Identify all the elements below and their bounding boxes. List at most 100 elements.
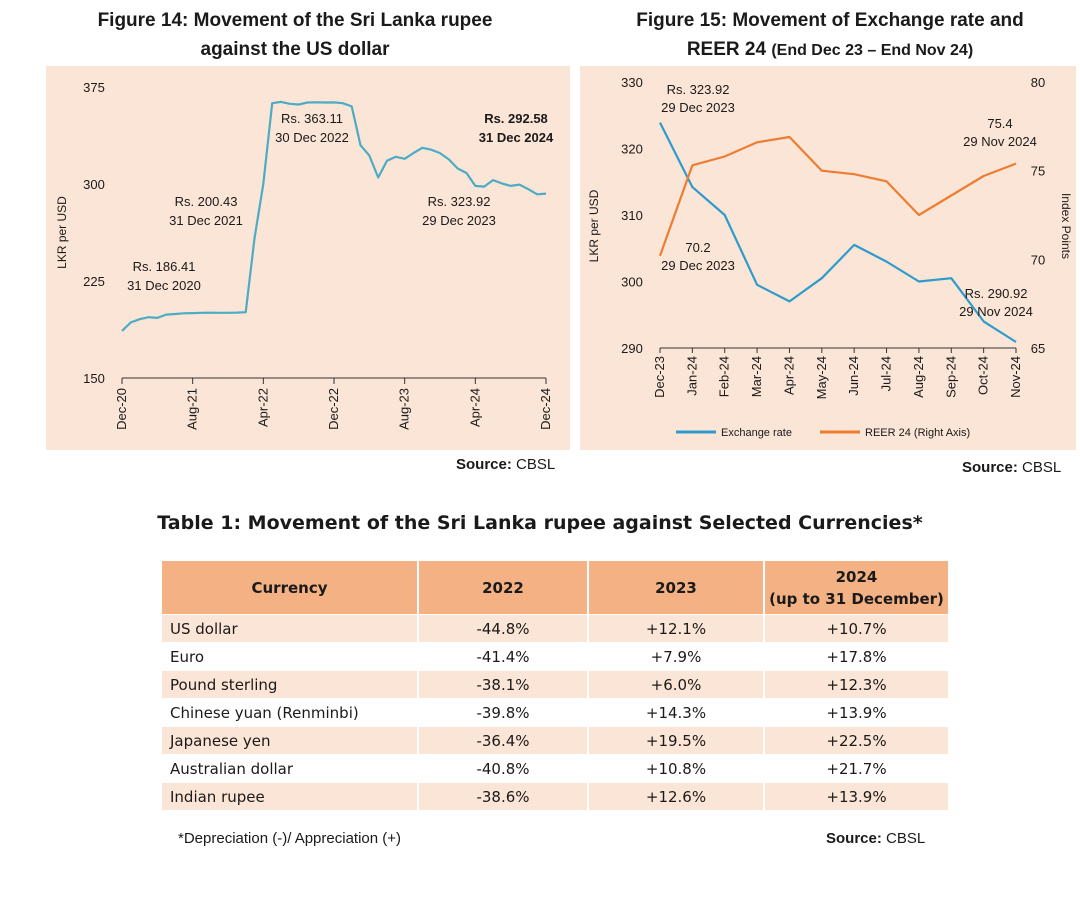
currency-table: Currency 2022 2023 2024 (up to 31 Decemb… (162, 561, 948, 810)
figure14-chart: 150 225 300 375 LKR per USD Dec-20 Aug-21 Apr-2… (46, 66, 570, 450)
annotation-value: 70.2 (685, 240, 710, 255)
figure15-title-line2: REER 24 (686, 39, 767, 60)
x-tick-label: Apr-22 (255, 388, 270, 427)
annotation-value: 75.4 (987, 116, 1012, 131)
annotation-value: Rs. 292.58 (484, 111, 548, 126)
annotation-date: 29 Dec 2023 (661, 100, 735, 115)
row-2024: +13.9% (764, 698, 948, 727)
x-tick-label: Jun-24 (846, 356, 861, 396)
y2-axis-label: Index Points (1059, 193, 1073, 259)
header-2024: 2024 (up to 31 December) (764, 561, 948, 615)
x-tick-label: Nov-24 (1008, 356, 1023, 398)
figure15-title-line1: Figure 15: Movement of Exchange rate and (636, 10, 1024, 31)
x-tick-label: Mar-24 (749, 356, 764, 397)
annotation-value: Rs. 290.92 (965, 286, 1028, 301)
row-2023: +12.6% (588, 782, 765, 810)
row-2022: -38.1% (418, 670, 589, 699)
row-2024: +10.7% (764, 614, 948, 643)
y-tick-label: 310 (621, 208, 643, 223)
y-axis-label: LKR per USD (587, 189, 601, 262)
figure15-plot: 290 300 310 320 330 65 70 75 80 LKR per USD Index … (587, 75, 1073, 439)
table1-source-label: Source: (826, 830, 882, 847)
row-currency: Indian rupee (162, 782, 419, 810)
row-2023: +19.5% (588, 726, 765, 755)
x-tick-label: Apr-24 (467, 388, 482, 427)
annotation-date: 31 Dec 2024 (479, 130, 554, 145)
row-2023: +6.0% (588, 670, 765, 699)
annotation-value: Rs. 200.43 (175, 194, 238, 209)
row-2022: -41.4% (418, 642, 589, 671)
y-tick-label: 320 (621, 142, 643, 157)
x-tick-label: Aug-21 (185, 388, 200, 430)
reer-line (658, 135, 1017, 257)
x-tick-label: Sep-24 (943, 356, 958, 398)
row-2023: +14.3% (588, 698, 765, 727)
x-tick-label: Dec-22 (326, 388, 341, 430)
table1-source: Source: CBSL (826, 830, 925, 847)
x-tick-label: Apr-24 (781, 356, 796, 395)
header-currency: Currency (162, 561, 419, 615)
row-2022: -38.6% (418, 782, 589, 810)
table-row: Euro -41.4% +7.9% +17.8% (162, 642, 948, 671)
figure14-plot: 150 225 300 375 LKR per USD Dec-20 Aug-21 Apr-2… (55, 80, 554, 430)
annotation-date: 29 Nov 2024 (959, 304, 1033, 319)
x-tick-label: Aug-24 (911, 356, 926, 398)
x-tick-label: May-24 (814, 356, 829, 399)
legend-label-reer: REER 24 (Right Axis) (865, 427, 970, 439)
header-2022: 2022 (418, 561, 589, 615)
y2-tick-label: 70 (1031, 252, 1045, 267)
figure15-source-label: Source: (962, 459, 1018, 476)
row-2024: +12.3% (764, 670, 948, 699)
y2-tick-label: 80 (1031, 75, 1045, 90)
y-axis-label: LKR per USD (55, 196, 69, 269)
row-2023: +12.1% (588, 614, 765, 643)
y-tick-label: 300 (83, 177, 105, 192)
exchange-rate-line (659, 122, 1017, 343)
table1-footnote: *Depreciation (-)/ Appreciation (+) (178, 830, 402, 847)
figure14-title-line1: Figure 14: Movement of the Sri Lanka rup… (97, 10, 493, 31)
row-2022: -39.8% (418, 698, 589, 727)
row-2024: +17.8% (764, 642, 948, 671)
figure15-chart: 290 300 310 320 330 65 70 75 80 LKR per USD Index … (580, 66, 1076, 450)
annotation-date: 31 Dec 2021 (169, 213, 243, 228)
table-row: Chinese yuan (Renminbi) -39.8% +14.3% +1… (162, 698, 948, 727)
row-currency: Japanese yen (162, 726, 419, 755)
row-currency: Euro (162, 642, 419, 671)
usd-lkr-line (121, 100, 547, 332)
row-currency: Pound sterling (162, 670, 419, 699)
y-tick-label: 225 (83, 274, 105, 289)
annotation-value: Rs. 323.92 (428, 194, 491, 209)
annotation-date: 29 Dec 2023 (422, 213, 496, 228)
annotation-date: 31 Dec 2020 (127, 278, 201, 293)
figure15-source-value: CBSL (1022, 459, 1062, 476)
figure14-title: Figure 14: Movement of the Sri Lanka rup… (40, 6, 550, 64)
row-currency: US dollar (162, 614, 419, 643)
x-tick-label: Dec-24 (538, 388, 553, 430)
x-tick-label: Dec-23 (652, 356, 667, 398)
row-2023: +10.8% (588, 754, 765, 783)
figure14-source: Source: CBSL (456, 456, 555, 473)
y-tick-label: 150 (83, 371, 105, 386)
legend-label-exchange-rate: Exchange rate (721, 427, 792, 439)
table-row: Australian dollar -40.8% +10.8% +21.7% (162, 754, 948, 783)
row-2024: +22.5% (764, 726, 948, 755)
figure14-source-label: Source: (456, 456, 512, 473)
header-2023: 2023 (588, 561, 765, 615)
y2-tick-label: 75 (1031, 164, 1045, 179)
table-row: Pound sterling -38.1% +6.0% +12.3% (162, 670, 948, 699)
row-2022: -40.8% (418, 754, 589, 783)
row-2024: +13.9% (764, 782, 948, 810)
row-currency: Chinese yuan (Renminbi) (162, 698, 419, 727)
figure14-title-line2: against the US dollar (200, 39, 390, 60)
table-row: Japanese yen -36.4% +19.5% +22.5% (162, 726, 948, 755)
row-currency: Australian dollar (162, 754, 419, 783)
annotation-date: 29 Dec 2023 (661, 258, 735, 273)
row-2023: +7.9% (588, 642, 765, 671)
table-header-row: Currency 2022 2023 2024 (up to 31 Decemb… (162, 561, 948, 615)
table-row: US dollar -44.8% +12.1% +10.7% (162, 614, 948, 643)
y2-tick-label: 65 (1031, 341, 1045, 356)
annotation-date: 29 Nov 2024 (963, 134, 1037, 149)
y-tick-label: 290 (621, 341, 643, 356)
x-tick-label: Jul-24 (879, 356, 894, 391)
row-2022: -44.8% (418, 614, 589, 643)
